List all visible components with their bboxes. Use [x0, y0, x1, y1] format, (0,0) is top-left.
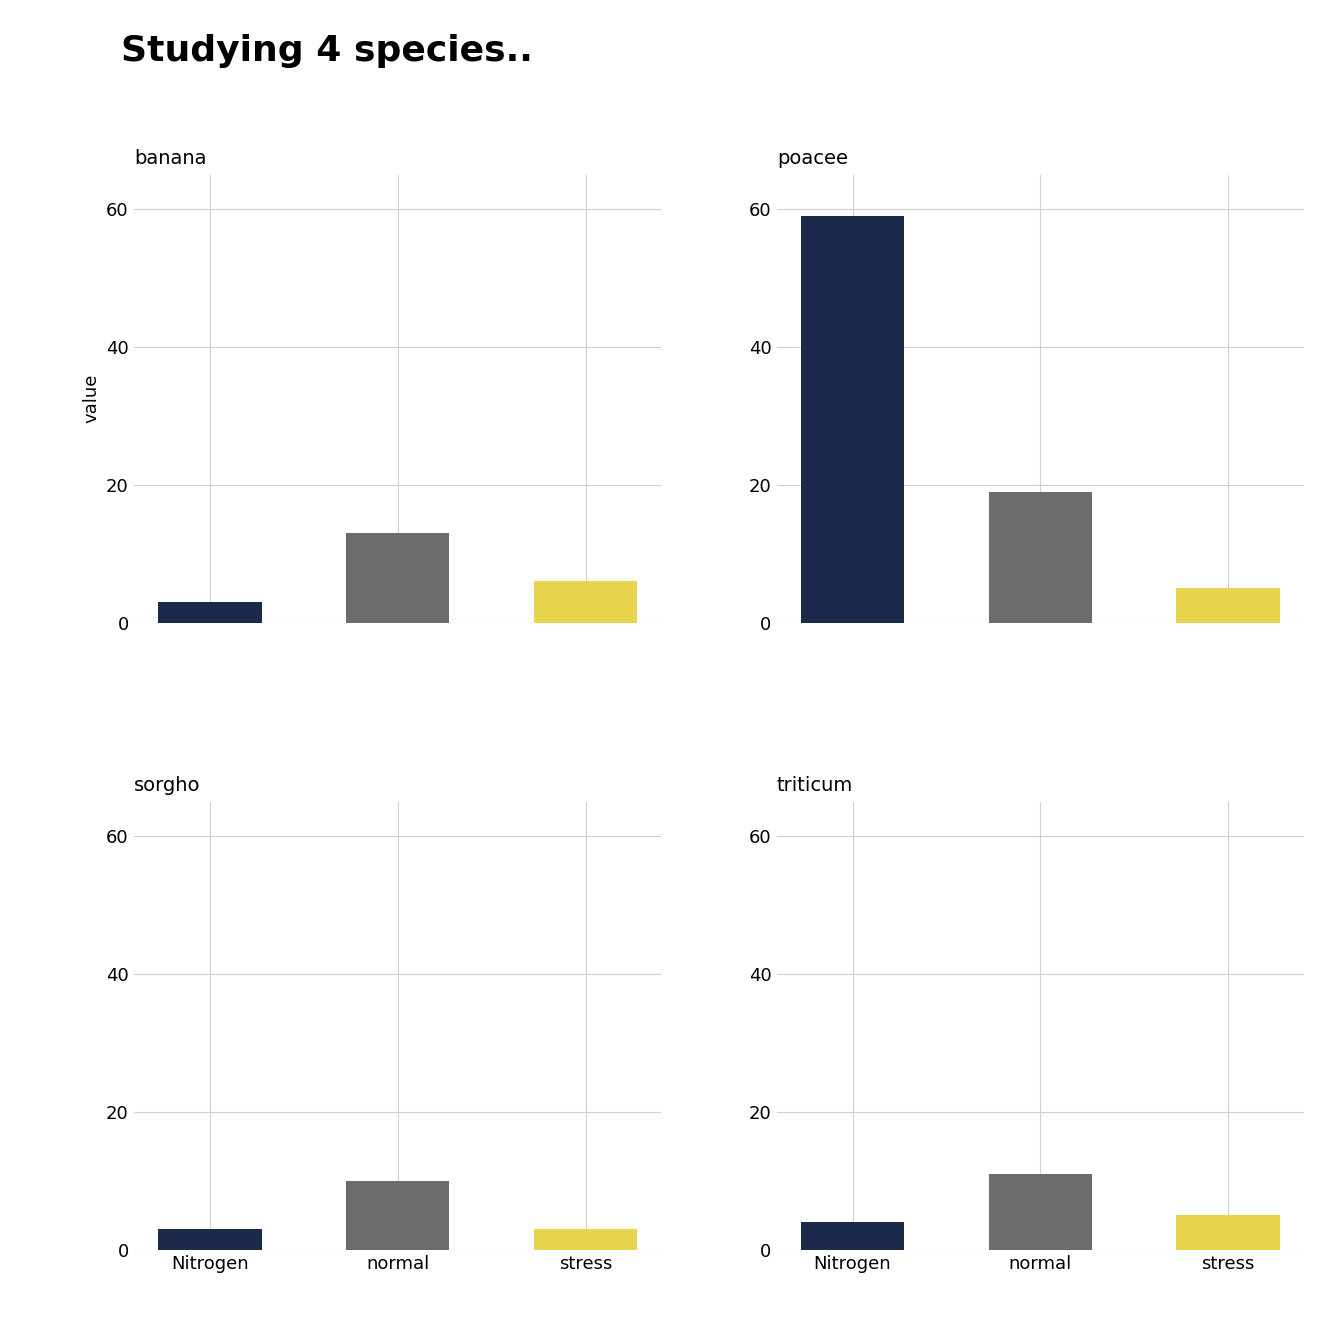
Bar — [534, 1230, 637, 1250]
Bar — [801, 216, 905, 622]
Text: banana: banana — [134, 149, 207, 168]
Bar — [1176, 589, 1279, 622]
Bar — [347, 1181, 449, 1250]
Bar — [159, 1230, 262, 1250]
Bar — [989, 1175, 1091, 1250]
Bar — [801, 1222, 905, 1250]
Bar — [159, 602, 262, 622]
Text: Studying 4 species..: Studying 4 species.. — [121, 34, 532, 67]
Text: poacee: poacee — [777, 149, 848, 168]
Bar — [347, 534, 449, 622]
Y-axis label: value: value — [82, 374, 101, 423]
Bar — [534, 582, 637, 622]
Bar — [989, 492, 1091, 622]
Bar — [1176, 1215, 1279, 1250]
Text: triticum: triticum — [777, 775, 853, 794]
Text: sorgho: sorgho — [134, 775, 200, 794]
